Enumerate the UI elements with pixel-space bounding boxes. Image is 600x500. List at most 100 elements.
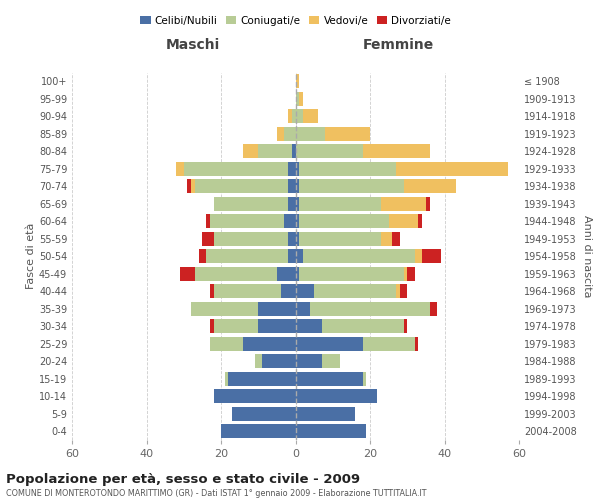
Bar xyxy=(296,144,362,158)
Bar xyxy=(254,354,262,368)
Bar xyxy=(296,424,366,438)
Bar xyxy=(396,162,508,175)
Bar xyxy=(258,320,296,333)
Bar xyxy=(299,214,389,228)
Bar xyxy=(299,162,396,175)
Bar xyxy=(392,232,400,245)
Bar xyxy=(426,197,430,210)
Bar xyxy=(258,302,296,316)
Bar xyxy=(229,372,296,386)
Bar xyxy=(362,144,430,158)
Bar xyxy=(296,92,299,106)
Bar xyxy=(296,284,314,298)
Bar xyxy=(284,214,296,228)
Bar xyxy=(288,232,296,245)
Bar xyxy=(299,197,381,210)
Text: Popolazione per età, sesso e stato civile - 2009: Popolazione per età, sesso e stato civil… xyxy=(6,472,360,486)
Bar xyxy=(415,337,418,350)
Bar xyxy=(258,144,292,158)
Bar xyxy=(214,197,288,210)
Bar xyxy=(214,284,281,298)
Bar xyxy=(210,284,214,298)
Bar xyxy=(303,250,415,263)
Bar xyxy=(187,180,191,193)
Bar xyxy=(415,250,422,263)
Y-axis label: Anni di nascita: Anni di nascita xyxy=(582,215,592,298)
Bar xyxy=(325,127,370,140)
Bar xyxy=(180,267,195,280)
Legend: Celibi/Nubili, Coniugati/e, Vedovi/e, Divorziati/e: Celibi/Nubili, Coniugati/e, Vedovi/e, Di… xyxy=(136,12,455,30)
Bar xyxy=(389,214,418,228)
Bar xyxy=(296,110,303,123)
Bar xyxy=(322,320,404,333)
Bar xyxy=(314,284,396,298)
Bar xyxy=(277,267,296,280)
Bar xyxy=(210,320,214,333)
Bar xyxy=(296,74,299,88)
Bar xyxy=(404,320,407,333)
Bar xyxy=(296,162,299,175)
Bar xyxy=(288,110,292,123)
Bar xyxy=(292,144,296,158)
Bar xyxy=(210,337,244,350)
Bar xyxy=(288,180,296,193)
Bar xyxy=(362,337,415,350)
Bar xyxy=(191,180,195,193)
Bar xyxy=(288,162,296,175)
Bar xyxy=(430,302,437,316)
Bar xyxy=(310,302,430,316)
Bar xyxy=(296,372,362,386)
Text: Maschi: Maschi xyxy=(166,38,220,52)
Bar xyxy=(299,232,381,245)
Bar xyxy=(277,127,284,140)
Bar xyxy=(296,390,377,403)
Bar xyxy=(214,320,258,333)
Bar xyxy=(288,250,296,263)
Bar xyxy=(296,197,299,210)
Bar xyxy=(206,214,210,228)
Bar xyxy=(195,180,288,193)
Bar xyxy=(296,407,355,420)
Bar xyxy=(206,250,288,263)
Bar xyxy=(296,127,325,140)
Bar xyxy=(303,110,318,123)
Bar xyxy=(214,390,296,403)
Bar xyxy=(404,267,407,280)
Bar xyxy=(296,354,322,368)
Bar xyxy=(362,372,366,386)
Bar xyxy=(262,354,296,368)
Bar xyxy=(191,302,258,316)
Bar xyxy=(381,197,426,210)
Y-axis label: Fasce di età: Fasce di età xyxy=(26,223,36,290)
Bar xyxy=(199,250,206,263)
Bar xyxy=(184,162,288,175)
Bar xyxy=(296,320,322,333)
Bar xyxy=(244,144,258,158)
Bar xyxy=(288,197,296,210)
Bar xyxy=(244,337,296,350)
Bar xyxy=(296,337,362,350)
Bar xyxy=(296,232,299,245)
Bar xyxy=(404,180,455,193)
Bar xyxy=(400,284,407,298)
Bar xyxy=(284,127,296,140)
Bar xyxy=(381,232,392,245)
Bar xyxy=(296,302,310,316)
Bar xyxy=(292,110,296,123)
Text: Femmine: Femmine xyxy=(362,38,434,52)
Bar xyxy=(214,232,288,245)
Bar xyxy=(299,92,303,106)
Bar xyxy=(396,284,400,298)
Bar xyxy=(176,162,184,175)
Bar xyxy=(299,267,404,280)
Bar xyxy=(418,214,422,228)
Bar xyxy=(281,284,296,298)
Bar xyxy=(232,407,296,420)
Bar xyxy=(296,267,299,280)
Bar xyxy=(202,232,214,245)
Bar xyxy=(299,180,404,193)
Bar xyxy=(221,424,296,438)
Bar xyxy=(296,250,303,263)
Bar xyxy=(225,372,229,386)
Bar xyxy=(422,250,441,263)
